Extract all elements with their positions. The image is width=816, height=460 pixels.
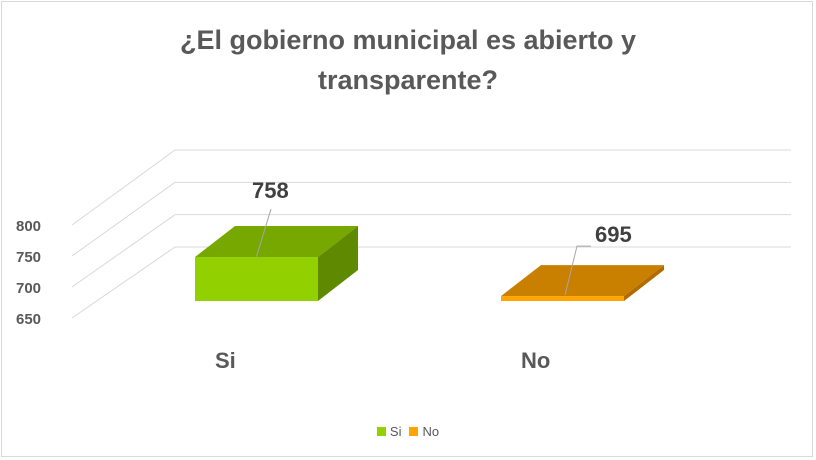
chart-title-line-1: ¿El gobierno municipal es abierto y (179, 25, 637, 55)
y-tick-label-650: 650 (16, 311, 41, 328)
x-tick-label-si: Si (215, 348, 236, 373)
y-tick-label-800: 800 (16, 218, 41, 235)
bar-si-front (195, 257, 318, 301)
bar-si-leader-line (256, 208, 272, 257)
legend-label-no: No (422, 424, 440, 439)
legend-swatch-no (409, 427, 419, 436)
legend-item-si: Si (376, 424, 402, 439)
chart-title: ¿El gobierno municipal es abierto y tran… (0, 20, 816, 100)
x-tick-label-no: No (521, 348, 550, 373)
bar-no-side (624, 265, 664, 301)
bar-si-data-label: 758 (252, 178, 289, 203)
gridline-diagonal-800 (71, 149, 176, 226)
legend-swatch-si (376, 427, 386, 436)
bar-si-side (318, 226, 358, 301)
chart-title-line-2: transparente? (317, 65, 499, 95)
y-tick-label-750: 750 (16, 249, 41, 266)
gridline-diagonal-650 (71, 246, 176, 319)
legend-label-si: Si (389, 424, 402, 439)
y-tick-label-700: 700 (16, 280, 41, 297)
gridline-diagonal-700 (71, 214, 176, 288)
bar-si-top (195, 226, 358, 258)
bar-no-front (501, 296, 624, 301)
gridline-diagonal-750 (71, 181, 176, 257)
bar-no-data-label: 695 (595, 222, 632, 247)
bar-no-leader-line (564, 245, 591, 296)
legend: Si No (0, 424, 816, 439)
bar-no-top (501, 265, 664, 297)
legend-item-no: No (409, 424, 439, 439)
